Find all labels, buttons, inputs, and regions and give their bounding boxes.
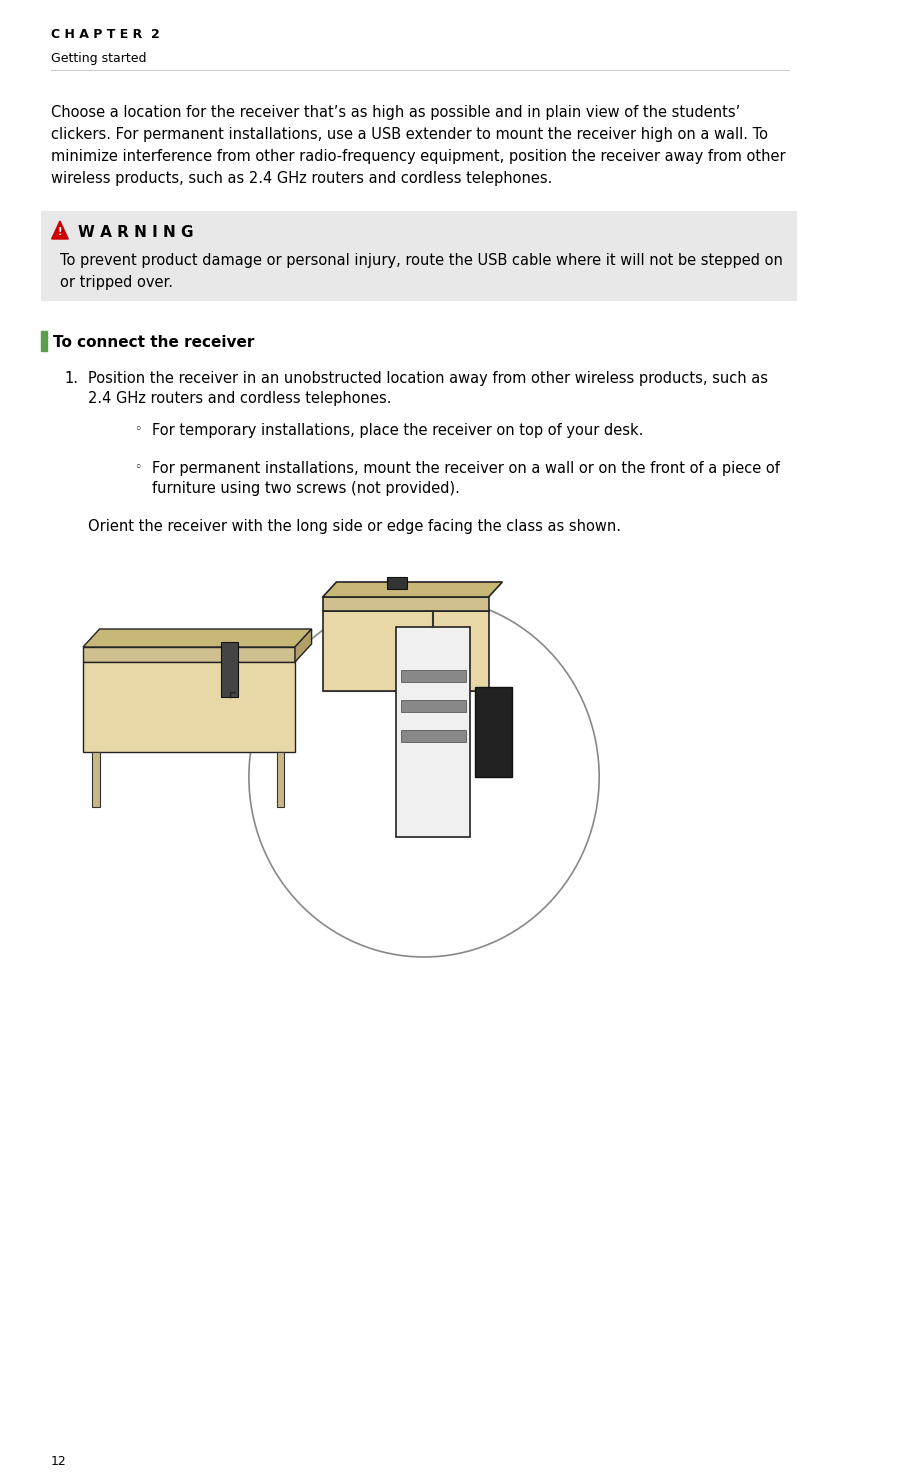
Bar	[401, 670, 466, 681]
Text: W A R N I N G: W A R N I N G	[78, 226, 194, 240]
Bar	[401, 730, 466, 742]
Bar	[83, 648, 295, 662]
Text: ◦: ◦	[134, 423, 141, 437]
Bar	[475, 687, 512, 777]
Bar	[83, 662, 295, 752]
Polygon shape	[295, 628, 312, 662]
Text: wireless products, such as 2.4 GHz routers and cordless telephones.: wireless products, such as 2.4 GHz route…	[51, 171, 552, 186]
Text: 1.: 1.	[65, 372, 78, 386]
Text: Getting started: Getting started	[51, 52, 146, 65]
Bar	[387, 577, 407, 589]
Text: furniture using two screws (not provided).: furniture using two screws (not provided…	[152, 481, 460, 496]
Text: C H A P T E R  2: C H A P T E R 2	[51, 28, 159, 41]
Bar	[322, 611, 488, 690]
Text: Position the receiver in an unobstructed location away from other wireless produ: Position the receiver in an unobstructed…	[87, 372, 768, 386]
Polygon shape	[322, 583, 502, 597]
Text: To prevent product damage or personal injury, route the USB cable where it will : To prevent product damage or personal in…	[60, 254, 783, 268]
Text: For permanent installations, mount the receiver on a wall or on the front of a p: For permanent installations, mount the r…	[152, 462, 780, 476]
Text: 12: 12	[51, 1454, 67, 1468]
Text: !: !	[57, 227, 62, 237]
Text: ◦: ◦	[134, 462, 141, 473]
Bar	[92, 752, 99, 807]
Text: or tripped over.: or tripped over.	[60, 274, 173, 291]
Bar	[401, 701, 466, 712]
Bar	[322, 597, 488, 611]
Polygon shape	[83, 628, 312, 648]
Bar	[396, 627, 470, 836]
Text: To connect the receiver: To connect the receiver	[54, 335, 255, 350]
Text: Orient the receiver with the long side or edge facing the class as shown.: Orient the receiver with the long side o…	[87, 519, 620, 534]
Bar	[277, 752, 284, 807]
Bar	[221, 642, 238, 698]
FancyBboxPatch shape	[42, 211, 797, 301]
Polygon shape	[52, 221, 68, 239]
Text: 2.4 GHz routers and cordless telephones.: 2.4 GHz routers and cordless telephones.	[87, 391, 391, 406]
Text: minimize interference from other radio-frequency equipment, position the receive: minimize interference from other radio-f…	[51, 149, 785, 164]
Bar	[42, 330, 47, 351]
Text: For temporary installations, place the receiver on top of your desk.: For temporary installations, place the r…	[152, 423, 643, 438]
Text: Choose a location for the receiver that’s as high as possible and in plain view : Choose a location for the receiver that’…	[51, 105, 740, 119]
Text: clickers. For permanent installations, use a USB extender to mount the receiver : clickers. For permanent installations, u…	[51, 127, 768, 142]
